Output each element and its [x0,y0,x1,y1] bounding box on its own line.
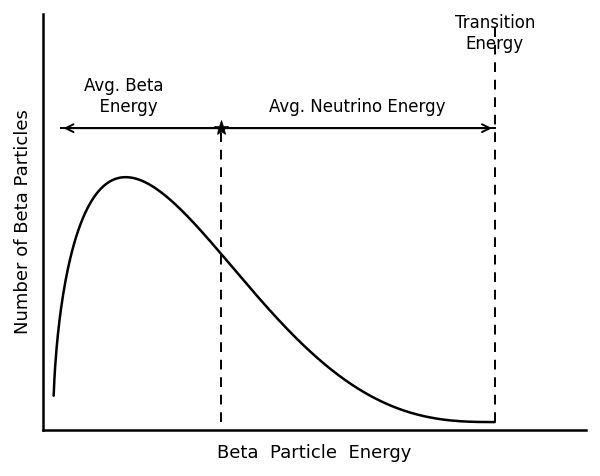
X-axis label: Beta  Particle  Energy: Beta Particle Energy [217,444,412,462]
Text: Avg. Neutrino Energy: Avg. Neutrino Energy [269,98,446,116]
Y-axis label: Number of Beta Particles: Number of Beta Particles [14,109,32,335]
Text: Transition
Energy: Transition Energy [455,14,535,53]
Text: Avg. Beta
  Energy: Avg. Beta Energy [84,77,163,116]
